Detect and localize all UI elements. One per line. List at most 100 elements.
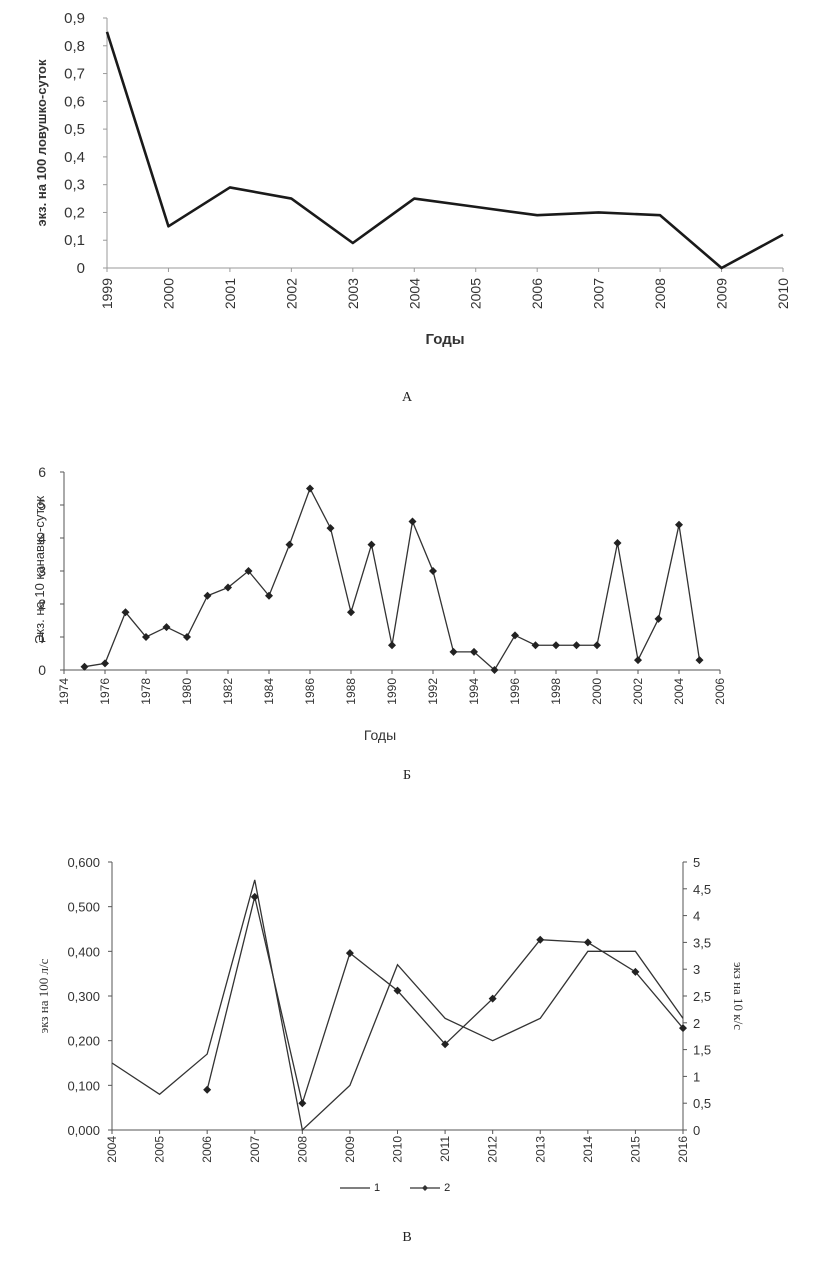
series-2-point (250, 892, 259, 901)
data-point (265, 591, 273, 600)
chart-a-caption: А (401, 390, 413, 405)
x-tick-label: 2007 (248, 1136, 262, 1163)
data-point (593, 641, 601, 650)
y-tick-label: 0,9 (64, 10, 85, 27)
y-right-axis-title: экз на 10 к/с (731, 962, 746, 1030)
data-point (142, 633, 150, 641)
x-tick-label: 2007 (591, 278, 607, 309)
x-tick-label: 1984 (262, 678, 276, 705)
chart-a-plot: 0 0,1 0,2 0,3 0,4 0,5 0,6 0,7 0,8 0,9 1999 2000 2001… (34, 10, 791, 348)
series-2-point (583, 938, 592, 947)
x-tick-label: 2003 (345, 278, 361, 309)
x-tick-label: 2000 (160, 278, 176, 309)
x-tick-label: 2004 (105, 1136, 119, 1163)
data-point (634, 656, 642, 665)
data-point (244, 567, 253, 575)
data-point (101, 659, 109, 668)
y-left-tick-label: 0,000 (67, 1123, 100, 1138)
legend-label-2: 2 (444, 1182, 451, 1194)
data-point (552, 641, 560, 650)
y-axis-title: Экз. на 10 канавко-суток (32, 496, 47, 644)
x-tick-label: 2004 (672, 678, 686, 705)
legend-item-1: 1 (340, 1182, 380, 1194)
x-tick-label: 1990 (385, 678, 399, 705)
chart-b-plot: 0 1 2 3 4 5 6 1974 1976 1978 1980 1982 1984 1986 1988 1… (32, 464, 727, 743)
chart-c: 0,000 0,100 0,200 0,300 0,400 0,500 0,600 0 0,5 1… (0, 810, 814, 1274)
x-tick-label: 1974 (57, 678, 71, 705)
x-tick-label: 2000 (590, 678, 604, 705)
chart-c-legend: 1 2 (340, 1182, 474, 1194)
series-2-point (203, 1085, 212, 1094)
series-2-point (679, 1024, 687, 1033)
y-tick-label: 6 (38, 464, 46, 480)
y-tick-label: 0 (77, 260, 85, 277)
y-left-axis-title: экз на 100 л/с (36, 958, 51, 1033)
x-tick-label: 2008 (295, 1136, 309, 1163)
x-tick-label: 2008 (652, 278, 668, 309)
x-tick-label: 2014 (581, 1136, 595, 1163)
y-tick-label: 0,1 (64, 232, 85, 249)
series-2-point (488, 994, 497, 1003)
data-point (162, 623, 171, 632)
series-2-point (536, 935, 545, 944)
y-tick-label: 0,6 (64, 93, 85, 110)
x-tick-label: 2011 (438, 1136, 452, 1162)
x-axis-title: Годы (425, 331, 464, 348)
x-tick-label: 1978 (139, 678, 153, 705)
x-tick-label: 2010 (391, 1136, 405, 1163)
legend-line-1-icon (340, 1187, 370, 1189)
y-right-tick-label: 0 (693, 1123, 700, 1138)
y-right-tick-label: 5 (693, 855, 700, 870)
x-tick-label: 1980 (180, 678, 194, 705)
data-point (203, 591, 212, 600)
chart-a: 0 0,1 0,2 0,3 0,4 0,5 0,6 0,7 0,8 0,9 1999 2000 2001… (0, 0, 814, 420)
series-1-line (111, 879, 684, 1132)
x-axis-title: Годы (364, 727, 396, 743)
y-right-tick-label: 1 (693, 1069, 700, 1084)
y-tick-label: 0,5 (64, 121, 85, 138)
data-point (531, 641, 540, 650)
x-tick-label: 2012 (486, 1136, 500, 1163)
x-tick-label: 2002 (631, 678, 645, 705)
data-point (675, 520, 683, 529)
data-point (388, 641, 396, 650)
x-tick-label: 2006 (529, 278, 545, 309)
x-tick-label: 1999 (99, 278, 115, 309)
y-tick-label: 0,4 (64, 149, 85, 166)
x-tick-label: 1976 (98, 678, 112, 705)
y-right-tick-label: 4,5 (693, 882, 711, 897)
data-point (326, 524, 335, 533)
y-right-tick-label: 4 (693, 909, 700, 924)
chart-b-caption: Б (402, 768, 412, 783)
chart-c-plot: 0,000 0,100 0,200 0,300 0,400 0,500 0,600 0 0,5 1… (36, 855, 746, 1163)
x-tick-label: 2010 (775, 278, 791, 309)
data-point (429, 567, 437, 575)
y-tick-label: 0,7 (64, 66, 85, 83)
y-right-tick-label: 3 (693, 962, 700, 977)
x-tick-label: 2009 (343, 1136, 357, 1163)
y-right-tick-label: 2 (693, 1016, 700, 1031)
x-tick-label: 2015 (628, 1136, 642, 1163)
data-point (490, 666, 499, 674)
chart-b: 0 1 2 3 4 5 6 1974 1976 1978 1980 1982 1984 1986 1988 1… (0, 420, 814, 810)
x-tick-label: 2004 (406, 278, 422, 309)
series-2-line (206, 896, 684, 1106)
series-2-point (441, 1040, 450, 1049)
y-axis-title: экз. на 100 ловушко-суток (34, 59, 49, 226)
series-2-point (298, 1099, 307, 1108)
x-tick-label: 1982 (221, 678, 235, 705)
legend-label-1: 1 (374, 1182, 381, 1194)
series-2-point (393, 986, 402, 995)
y-tick-label: 0,2 (64, 204, 85, 221)
x-tick-label: 2006 (713, 678, 727, 705)
series-2-point (631, 967, 640, 976)
y-tick-label: 2 (38, 596, 46, 612)
y-right-tick-label: 2,5 (693, 989, 711, 1004)
data-point (183, 633, 191, 641)
data-point (695, 656, 704, 665)
x-tick-label: 1988 (344, 678, 358, 705)
y-tick-label: 0,8 (64, 38, 85, 55)
y-tick-label: 3 (38, 563, 46, 579)
y-right-tick-label: 0,5 (693, 1096, 711, 1111)
y-left-tick-label: 0,100 (67, 1078, 100, 1093)
